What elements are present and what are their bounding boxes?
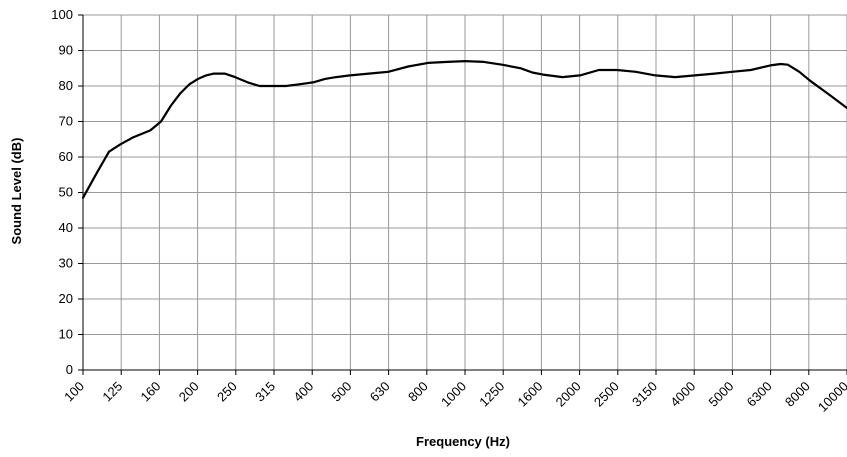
x-tick-label: 630 [367,379,393,405]
y-tick-label: 50 [59,185,73,200]
x-tick-label: 100 [61,379,87,405]
y-tick-label: 10 [59,327,73,342]
x-tick-label: 1600 [514,379,545,410]
x-tick-label: 200 [176,379,202,405]
x-tick-label: 500 [329,379,355,405]
x-tick-label: 250 [214,379,240,405]
x-tick-label: 800 [405,379,431,405]
y-tick-label: 80 [59,78,73,93]
x-tick-label: 1000 [438,379,469,410]
x-tick-label: 315 [252,379,278,405]
x-axis-title: Frequency (Hz) [416,434,510,449]
y-axis-ticks: 0 10 20 30 40 50 60 70 80 90 100 [51,7,83,377]
y-tick-label: 0 [66,362,73,377]
x-tick-label: 160 [138,379,164,405]
grid [82,14,847,371]
x-tick-label: 1250 [476,379,507,410]
x-tick-label: 4000 [667,379,698,410]
x-tick-label: 3150 [629,379,660,410]
x-tick-label: 2000 [553,379,584,410]
y-tick-label: 40 [59,220,73,235]
y-tick-label: 70 [59,114,73,129]
x-tick-label: 10000 [815,379,847,415]
y-axis-title: Sound Level (dB) [9,138,24,245]
y-tick-label: 30 [59,256,73,271]
y-tick-label: 100 [51,7,73,22]
x-tick-label: 8000 [782,379,813,410]
y-tick-label: 60 [59,149,73,164]
sound-level-line [81,59,847,199]
x-tick-label: 6300 [744,379,775,410]
y-tick-label: 90 [59,43,73,58]
y-tick-label: 20 [59,291,73,306]
plot-area [81,59,847,199]
x-tick-label: 2500 [591,379,622,410]
x-tick-label: 5000 [705,379,736,410]
x-axis-ticks: 100 125 160 200 250 315 400 500 630 800 1000 1250 16… [61,370,847,415]
x-tick-label: 125 [99,379,125,405]
x-tick-label: 400 [290,379,316,405]
